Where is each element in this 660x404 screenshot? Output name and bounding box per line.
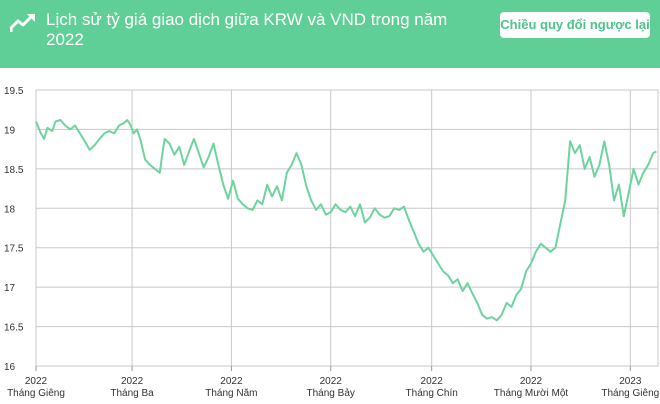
x-tick-year: 2022 — [320, 376, 343, 387]
x-tick-month: Tháng Mười Một — [494, 388, 569, 399]
rate-series-line — [35, 119, 657, 322]
y-tick-label: 19 — [4, 125, 16, 136]
y-tick-label: 18.5 — [4, 165, 24, 176]
x-tick-month: Tháng Giêng — [7, 388, 65, 399]
swap-direction-button[interactable]: Chiều quy đổi ngược lại — [500, 12, 650, 38]
y-tick-label: 18 — [4, 204, 16, 215]
y-tick-label: 17 — [4, 283, 16, 294]
plot-frame — [35, 89, 659, 367]
trend-chart-icon — [10, 14, 35, 32]
x-tick-month: Tháng Năm — [205, 388, 257, 399]
y-tick-label: 16 — [4, 362, 16, 373]
x-tick-year: 2022 — [421, 376, 444, 387]
x-tick-year: 2022 — [520, 376, 543, 387]
x-tick-year: 2022 — [220, 376, 243, 387]
x-tick-year: 2022 — [25, 376, 48, 387]
x-tick-year: 2023 — [619, 376, 642, 387]
y-tick-label: 17.5 — [4, 244, 24, 255]
x-tick-year: 2022 — [121, 376, 144, 387]
x-tick-month: Tháng Ba — [110, 388, 154, 399]
header-bar: Lịch sử tỷ giá giao dịch giữa KRW và VND… — [0, 0, 660, 68]
x-tick-month: Tháng Chín — [406, 388, 458, 399]
x-tick-month: Tháng Giêng — [601, 388, 659, 399]
y-tick-label: 19.5 — [4, 86, 24, 97]
page-title: Lịch sử tỷ giá giao dịch giữa KRW và VND… — [46, 10, 448, 49]
x-tick-month: Tháng Bảy — [307, 388, 355, 399]
y-tick-label: 16.5 — [4, 323, 24, 334]
